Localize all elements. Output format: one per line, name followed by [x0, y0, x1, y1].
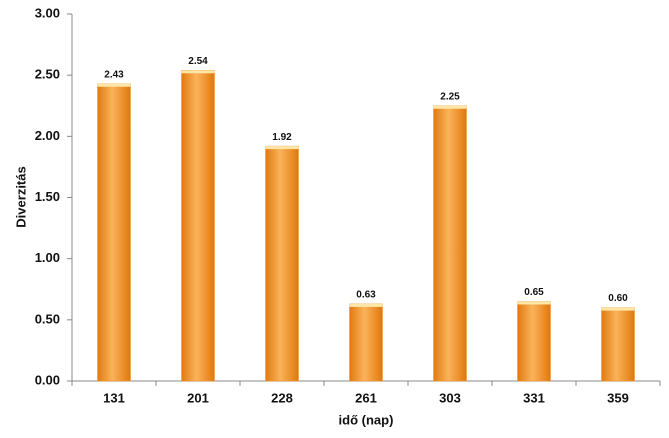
- x-tick-label: 228: [271, 390, 293, 405]
- bar: [517, 301, 551, 382]
- x-tick-label: 201: [187, 390, 209, 405]
- bar-cap: [265, 146, 299, 150]
- x-tick-label: 131: [103, 390, 125, 405]
- value-label: 2.25: [440, 91, 460, 102]
- y-tick-label: 0.50: [35, 311, 60, 326]
- value-label: 2.43: [104, 69, 124, 80]
- bar-cap: [433, 105, 467, 109]
- y-tick-label: 3.00: [35, 5, 60, 20]
- x-tick-label: 331: [523, 390, 545, 405]
- value-label: 0.60: [608, 293, 628, 304]
- y-tick-label: 1.50: [35, 189, 60, 204]
- y-axis-label: Diverzitás: [13, 166, 28, 227]
- bar-cap: [97, 83, 131, 87]
- y-tick-label: 2.50: [35, 67, 60, 82]
- bar: [97, 83, 131, 382]
- y-tick-label: 1.00: [35, 250, 60, 265]
- x-tick-label: 303: [439, 390, 461, 405]
- value-label: 1.92: [272, 132, 292, 143]
- bar: [433, 105, 467, 382]
- x-axis-label: idő (nap): [339, 412, 394, 427]
- bar: [349, 303, 383, 382]
- bar: [181, 70, 215, 382]
- bar: [265, 145, 299, 382]
- value-label: 0.63: [356, 290, 376, 301]
- bar-cap: [601, 307, 635, 311]
- value-label: 0.65: [524, 287, 544, 298]
- y-tick-label: 2.00: [35, 128, 60, 143]
- bar-cap: [517, 301, 551, 305]
- y-tick-label: 0.00: [35, 372, 60, 387]
- bar: [601, 307, 635, 382]
- value-label: 2.54: [188, 56, 208, 67]
- x-tick-label: 359: [607, 390, 629, 405]
- bar-cap: [349, 303, 383, 307]
- x-tick-label: 261: [355, 390, 377, 405]
- bar-cap: [181, 70, 215, 74]
